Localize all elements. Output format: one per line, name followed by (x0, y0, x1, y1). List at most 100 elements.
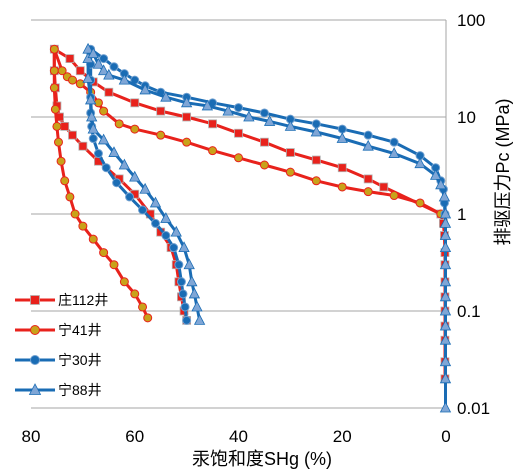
data-point (87, 122, 99, 134)
data-point (49, 83, 59, 93)
legend-label: 宁88井 (58, 382, 102, 398)
data-point (263, 115, 276, 126)
data-point (234, 153, 243, 163)
data-point (311, 155, 321, 165)
data-point (379, 182, 389, 192)
data-point (285, 167, 295, 177)
data-point (183, 258, 195, 270)
data-point (188, 287, 201, 299)
data-point (97, 64, 110, 76)
data-point (193, 314, 206, 325)
data-point (88, 134, 98, 144)
y-tick-label: 100 (457, 11, 485, 30)
data-point (439, 355, 452, 367)
data-point (438, 190, 451, 202)
data-point (178, 241, 190, 253)
data-point (143, 313, 153, 323)
data-point (49, 44, 59, 54)
data-point (439, 275, 452, 287)
data-point (93, 98, 103, 108)
data-point (310, 125, 322, 137)
data-point (118, 158, 131, 170)
data-point (156, 106, 166, 116)
data-point (439, 290, 452, 302)
data-point (99, 54, 109, 64)
data-point (259, 160, 269, 170)
data-point (108, 146, 120, 157)
data-point (138, 205, 148, 215)
data-point (439, 401, 452, 413)
data-point (178, 289, 188, 299)
data-point (439, 304, 452, 316)
data-point (139, 83, 151, 95)
data-point (156, 130, 166, 140)
data-point (53, 137, 63, 147)
grid-layer (31, 19, 446, 409)
legend-swatch-marker (28, 383, 42, 395)
data-point (160, 212, 172, 223)
data-point (208, 119, 217, 129)
data-point (97, 133, 110, 145)
data-point (139, 182, 151, 194)
data-point (82, 42, 94, 54)
data-point (160, 90, 172, 102)
x-axis-title: 汞饱和度SHg (%) (192, 449, 332, 469)
data-point (101, 163, 111, 173)
data-point (414, 157, 426, 169)
data-point (388, 147, 400, 158)
data-point (234, 128, 243, 138)
data-point (88, 234, 98, 244)
data-point (415, 198, 425, 208)
series-layer (49, 42, 452, 413)
x-tick-label: 80 (22, 427, 41, 446)
data-point (337, 182, 347, 192)
data-point (176, 277, 186, 287)
data-point (75, 66, 85, 76)
data-point (68, 130, 77, 140)
data-point (435, 178, 447, 190)
data-point (337, 163, 347, 173)
data-point (234, 103, 243, 113)
data-point (130, 98, 140, 108)
legend-item: 宁41井 (15, 322, 102, 338)
data-point (439, 217, 452, 228)
data-point (201, 99, 214, 111)
data-point (68, 75, 77, 85)
data-point (99, 248, 109, 258)
data-point (182, 315, 192, 325)
legend-label: 庄112井 (58, 292, 108, 308)
data-point (439, 319, 452, 331)
data-point (57, 66, 67, 76)
data-point (363, 130, 373, 140)
data-point (439, 241, 452, 253)
data-point (84, 93, 97, 105)
data-point (70, 209, 80, 219)
data-point (125, 192, 135, 202)
data-point (363, 187, 373, 197)
series-3 (82, 42, 452, 413)
x-tick-label: 60 (125, 427, 144, 446)
data-point (174, 260, 184, 270)
y-tick-label: 1 (457, 205, 466, 224)
data-point (336, 132, 348, 143)
legend-label: 宁30井 (58, 352, 102, 368)
data-point (50, 104, 60, 114)
data-point (87, 47, 99, 59)
data-point (429, 169, 442, 180)
data-point (65, 192, 75, 202)
data-point (93, 149, 103, 159)
data-point (99, 106, 109, 116)
data-point (439, 333, 452, 345)
data-point (170, 225, 182, 237)
data-point (130, 124, 140, 134)
data-point (161, 231, 171, 241)
series-line (86, 47, 447, 408)
data-point (109, 62, 119, 72)
legend-swatch-marker (30, 355, 40, 365)
data-point (52, 121, 62, 131)
data-point (191, 300, 203, 312)
data-point (114, 119, 124, 129)
data-point (138, 302, 148, 312)
